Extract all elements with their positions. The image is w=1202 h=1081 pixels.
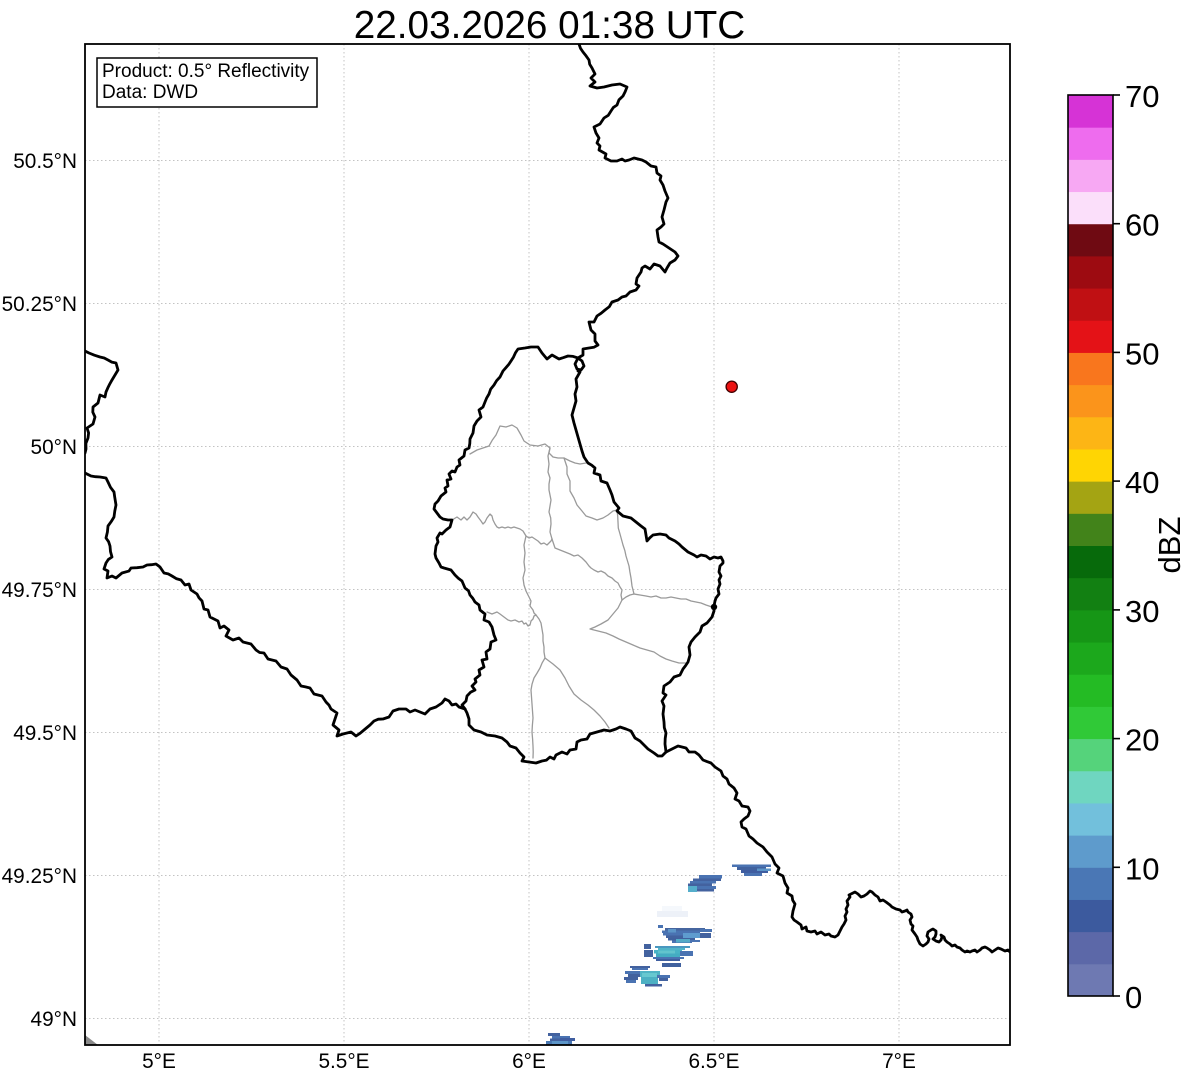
- svg-text:60: 60: [1125, 208, 1159, 243]
- svg-text:40: 40: [1125, 465, 1159, 500]
- svg-text:7°E: 7°E: [882, 1050, 916, 1073]
- svg-text:50°N: 50°N: [31, 436, 77, 459]
- svg-text:dBZ: dBZ: [1152, 517, 1187, 574]
- svg-text:70: 70: [1125, 79, 1159, 114]
- svg-text:49°N: 49°N: [31, 1008, 77, 1031]
- svg-text:5°E: 5°E: [142, 1050, 176, 1073]
- svg-text:49.5°N: 49.5°N: [13, 722, 77, 745]
- svg-text:50.25°N: 50.25°N: [2, 293, 77, 316]
- svg-text:50.5°N: 50.5°N: [13, 150, 77, 173]
- svg-text:49.25°N: 49.25°N: [2, 865, 77, 888]
- svg-text:20: 20: [1125, 723, 1159, 758]
- svg-text:30: 30: [1125, 594, 1159, 629]
- svg-text:6.5°E: 6.5°E: [688, 1050, 739, 1073]
- svg-text:10: 10: [1125, 851, 1159, 886]
- svg-text:49.75°N: 49.75°N: [2, 579, 77, 602]
- svg-text:6°E: 6°E: [512, 1050, 546, 1073]
- svg-text:Data: DWD: Data: DWD: [102, 82, 198, 103]
- svg-text:5.5°E: 5.5°E: [318, 1050, 369, 1073]
- svg-text:Product: 0.5° Reflectivity: Product: 0.5° Reflectivity: [102, 61, 310, 82]
- svg-text:50: 50: [1125, 336, 1159, 371]
- svg-text:0: 0: [1125, 980, 1142, 1015]
